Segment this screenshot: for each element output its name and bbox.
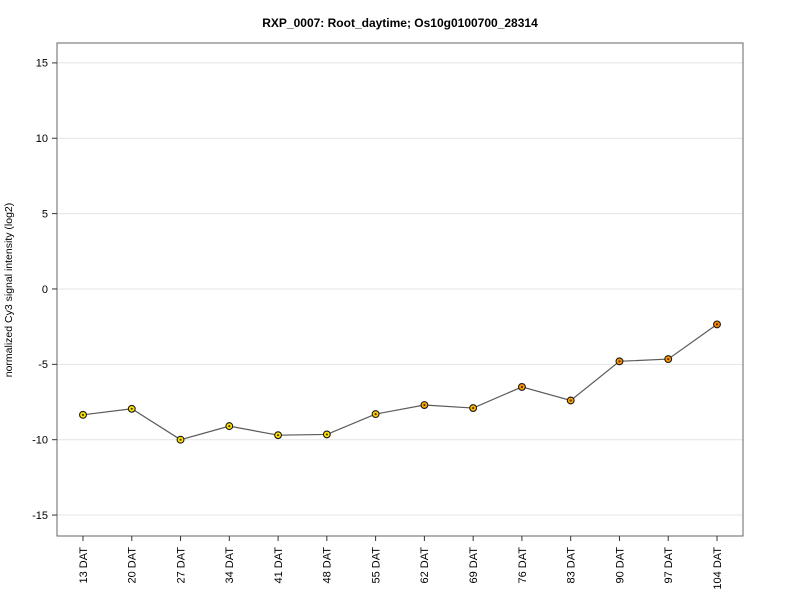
x-axis: 13 DAT 20 DAT 27 DAT 34 DAT 41 DAT 48 DAT 55 D…: [78, 536, 724, 590]
data-point-dot: [228, 425, 231, 428]
y-tick-label: 0: [42, 284, 48, 296]
y-tick-label: 15: [36, 58, 48, 70]
data-point-dot: [520, 385, 524, 389]
data-point-dot: [618, 360, 621, 363]
y-tick-label: 10: [36, 133, 48, 145]
data-point-dot: [423, 403, 426, 407]
data-point-dot: [179, 438, 182, 441]
x-tick-label: 13 DAT: [78, 547, 90, 584]
x-tick-label: 34 DAT: [224, 547, 236, 584]
x-tick-label: 83 DAT: [566, 547, 578, 584]
chart-title: RXP_0007: Root_daytime; Os10g0100700_283…: [262, 16, 538, 30]
x-tick-label: 69 DAT: [468, 547, 480, 584]
y-axis-label: normalized Cy3 signal intensity (log2): [3, 203, 15, 378]
data-point-dot: [569, 399, 572, 402]
data-point-dot: [325, 433, 328, 436]
x-tick-label: 27 DAT: [175, 547, 187, 584]
x-tick-label: 97 DAT: [663, 547, 675, 584]
x-tick-label: 55 DAT: [370, 547, 382, 584]
y-tick-label: -5: [38, 359, 48, 371]
x-tick-label: 41 DAT: [273, 547, 285, 584]
data-point-dot: [81, 413, 85, 416]
data-point-dot: [715, 323, 719, 326]
plot-box: [56, 42, 744, 537]
y-tick-label: -15: [32, 510, 48, 522]
x-tick-label: 48 DAT: [322, 547, 334, 584]
x-tick-label: 90 DAT: [614, 547, 626, 584]
gridlines: [57, 62, 743, 516]
y-tick-label: -10: [32, 435, 48, 447]
data-point-dot: [472, 406, 475, 410]
y-tick-label: 5: [42, 208, 48, 220]
plot-frame: [56, 42, 744, 537]
data-point-dot: [667, 357, 670, 361]
data-series: [79, 320, 721, 444]
y-axis: -15 -10 -5 0 5 10 15: [32, 58, 57, 522]
x-tick-label: 20 DAT: [127, 547, 139, 584]
series-line: [82, 323, 718, 441]
data-point-dot: [374, 412, 377, 416]
x-tick-label: 76 DAT: [517, 547, 529, 584]
data-point-dot: [130, 407, 133, 410]
data-point-dot: [276, 434, 280, 437]
x-tick-label: 104 DAT: [712, 547, 724, 590]
x-tick-label: 62 DAT: [419, 547, 431, 584]
